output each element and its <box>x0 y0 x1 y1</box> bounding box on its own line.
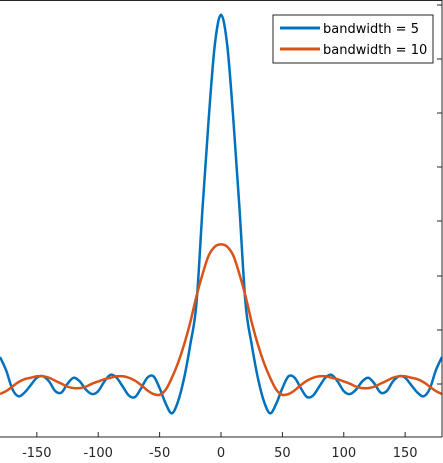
legend: bandwidth = 5 bandwidth = 10 <box>272 14 434 64</box>
x-axis-ticks: -150 -100 -50 0 50 100 150 <box>22 432 418 461</box>
legend-label-bandwidth-5: bandwidth = 5 <box>323 22 419 37</box>
series-layer <box>0 13 442 415</box>
x-tick-label: 150 <box>393 446 418 461</box>
y-axis-ticks <box>437 4 442 385</box>
x-tick-label: -100 <box>83 446 113 461</box>
legend-box <box>272 14 434 64</box>
x-tick-label: 100 <box>331 446 356 461</box>
plot-area <box>0 0 443 437</box>
x-tick-label: -50 <box>149 446 170 461</box>
x-tick-label: 50 <box>274 446 291 461</box>
series-line-bandwidth-5 <box>0 13 442 415</box>
x-tick-label: 0 <box>217 446 225 461</box>
series-line-bandwidth-10 <box>0 243 442 397</box>
x-tick-label: -150 <box>22 446 52 461</box>
legend-label-bandwidth-10: bandwidth = 10 <box>323 43 427 58</box>
